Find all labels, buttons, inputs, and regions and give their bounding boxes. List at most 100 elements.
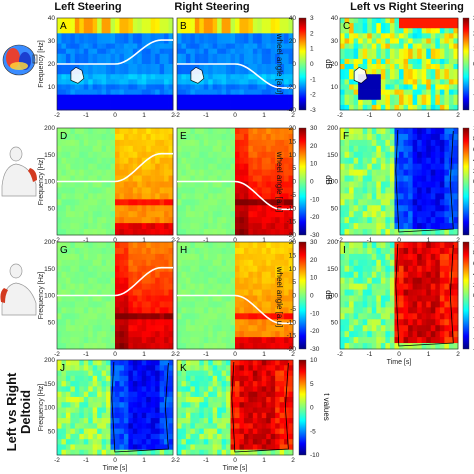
heat-cell [389,289,395,296]
heat-cell [155,99,161,106]
heat-cell [257,242,263,249]
heat-cell [92,247,98,255]
heat-cell [115,365,120,371]
heat-cell [257,104,263,111]
heat-cell [448,43,454,50]
heat-cell [88,157,94,165]
heat-cell [137,407,143,414]
heat-cell [115,402,120,408]
heat-cell [212,319,218,326]
heat-cell [394,325,400,332]
heat-cell [426,79,432,85]
heat-cell [444,325,450,332]
heat-cell [453,289,459,296]
heat-cell [141,396,147,403]
heat-cell [194,229,200,236]
heat-cell [230,79,236,85]
heat-cell [243,187,249,194]
heat-cell [230,139,236,147]
heat-cell [417,325,423,332]
heat-cell [212,69,218,75]
heat-cell [88,271,94,279]
heat-cell [239,301,245,308]
heat-cell [79,18,85,24]
side-label-line2: Deltoid [18,390,33,434]
heat-cell [389,74,395,80]
heat-cell [132,370,138,377]
heat-cell [394,319,400,326]
heat-cell [243,38,249,44]
heat-cell [199,360,205,366]
heat-cell [150,23,156,29]
heat-cell [353,289,359,296]
heat-cell [97,433,103,440]
heat-cell [128,428,134,435]
heat-cell [376,343,382,350]
heat-cell [150,28,156,34]
heat-cell [257,271,263,279]
heat-cell [279,151,285,159]
heat-cell [385,169,391,176]
heat-cell [248,43,254,50]
heat-cell [344,229,350,236]
heat-cell [70,433,76,440]
heat-cell [194,193,200,200]
heat-cell [266,133,272,141]
heat-cell [115,28,120,34]
heat-cell [92,48,98,55]
heat-cell [88,53,94,60]
heat-cell [288,175,294,182]
heat-cell [362,151,368,159]
heat-cell [92,412,98,419]
heat-cell [444,43,450,50]
heat-cell [123,325,129,332]
heat-cell [448,139,454,147]
heat-cell [177,99,182,106]
heat-cell [444,163,450,171]
heat-cell [203,133,209,141]
heat-cell [266,247,272,255]
heat-cell [435,84,441,90]
heat-cell [110,89,116,96]
heat-cell [115,43,120,50]
heat-cell [57,181,62,188]
heat-cell [394,23,400,29]
heat-cell [453,325,459,332]
heat-cell [217,175,223,182]
heat-cell [266,283,272,290]
heat-cell [208,331,214,338]
heat-cell [101,271,107,279]
heat-cell [150,58,156,65]
y-tick-label: 100 [44,405,55,412]
heat-cell [349,104,355,111]
heat-cell [146,295,152,302]
heat-cell [159,128,165,135]
heat-cell [226,313,231,320]
heat-cell [453,84,459,90]
heat-cell [123,48,129,55]
heat-cell [403,53,409,60]
heat-cell [417,18,423,24]
heat-cell [389,337,395,344]
heat-cell [444,28,450,34]
heat-cell [380,307,386,314]
heat-cell [385,343,391,350]
heat-cell [168,38,174,44]
heat-cell [185,193,191,200]
heat-cell [61,33,67,39]
heat-cell [70,84,76,90]
heat-cell [146,89,152,96]
heat-cell [257,211,263,218]
heat-cell [270,253,276,261]
heat-cell [439,18,445,24]
heat-cell [252,181,258,188]
heat-cell [349,313,355,320]
heat-cell [128,360,134,366]
heat-cell [243,89,249,96]
heat-cell [203,418,209,424]
heat-cell [344,199,350,206]
heat-cell [252,151,258,159]
heat-cell [380,199,386,206]
heat-cell [453,229,459,236]
heat-cell [417,28,423,34]
